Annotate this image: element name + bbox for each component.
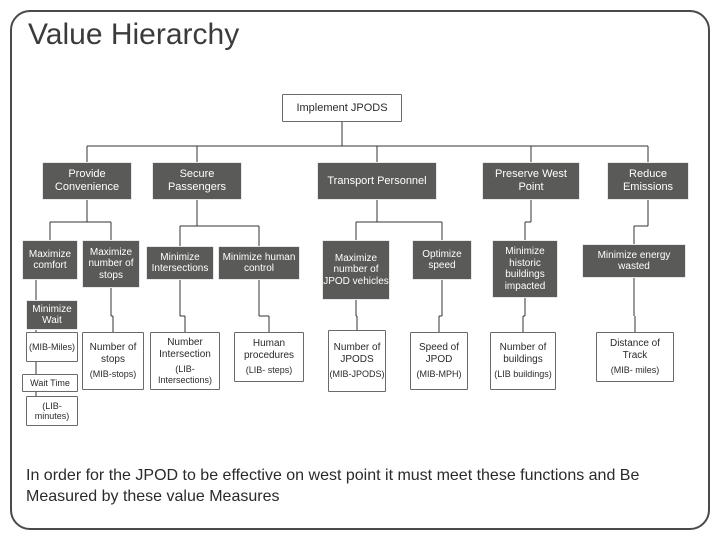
node-maximize-comfort: Maximize comfort	[22, 240, 78, 280]
measure-sub: (LIB-Intersections)	[151, 364, 219, 385]
node-optimize-speed: Optimize speed	[412, 240, 472, 280]
measure-distance-of-track: Distance of Track (MIB- miles)	[596, 332, 674, 382]
measure-number-of-jpods: Number of JPODS (MIB-JPODS)	[328, 330, 386, 392]
measure-label: Number of JPODS	[329, 342, 385, 365]
measure-sub: (MIB-stops)	[90, 369, 137, 379]
node-secure-passengers: Secure Passengers	[152, 162, 242, 200]
measure-human-procedures: Human procedures (LIB- steps)	[234, 332, 304, 382]
node-minimize-wait: Minimize Wait	[26, 300, 78, 330]
node-preserve-west-point: Preserve West Point	[482, 162, 580, 200]
node-maximize-jpod-vehicles: Maximize number of JPOD vehicles	[322, 240, 390, 300]
measure-mib-miles: (MIB-Miles)	[26, 332, 78, 362]
node-provide-convenience: Provide Convenience	[42, 162, 132, 200]
measure-label: Human procedures	[235, 338, 303, 361]
measure-sub: (MIB- miles)	[611, 365, 660, 375]
measure-label: Speed of JPOD	[411, 342, 467, 365]
node-minimize-intersections: Minimize Intersections	[146, 246, 214, 280]
node-transport-personnel: Transport Personnel	[317, 162, 437, 200]
measure-label: Distance of Track	[597, 338, 673, 361]
measure-sub: (MIB-MPH)	[417, 369, 462, 379]
node-minimize-human-control: Minimize human control	[218, 246, 300, 280]
measure-number-of-buildings: Number of buildings (LIB buildings)	[490, 332, 556, 390]
measure-lib-minutes: (LIB-minutes)	[26, 396, 78, 426]
measure-label: Number Intersection	[151, 337, 219, 360]
measure-sub: (MIB-JPODS)	[330, 369, 385, 379]
node-minimize-buildings-impacted: Minimize historic buildings impacted	[492, 240, 558, 298]
measure-number-of-stops: Number of stops (MIB-stops)	[82, 332, 144, 390]
node-maximize-stops: Maximize number of stops	[82, 240, 140, 288]
node-root: Implement JPODS	[282, 94, 402, 122]
measure-sub: (LIB- steps)	[246, 365, 293, 375]
node-reduce-emissions: Reduce Emissions	[607, 162, 689, 200]
measure-label: Number of buildings	[491, 342, 555, 365]
measure-number-intersection: Number Intersection (LIB-Intersections)	[150, 332, 220, 390]
measure-wait-time: Wait Time	[22, 374, 78, 392]
measure-label: Number of stops	[83, 342, 143, 365]
node-minimize-energy-wasted: Minimize energy wasted	[582, 244, 686, 278]
measure-sub: (LIB buildings)	[494, 369, 552, 379]
measure-speed-of-jpod: Speed of JPOD (MIB-MPH)	[410, 332, 468, 390]
slide-title: Value Hierarchy	[28, 18, 239, 52]
slide-footer-text: In order for the JPOD to be effective on…	[26, 465, 694, 508]
